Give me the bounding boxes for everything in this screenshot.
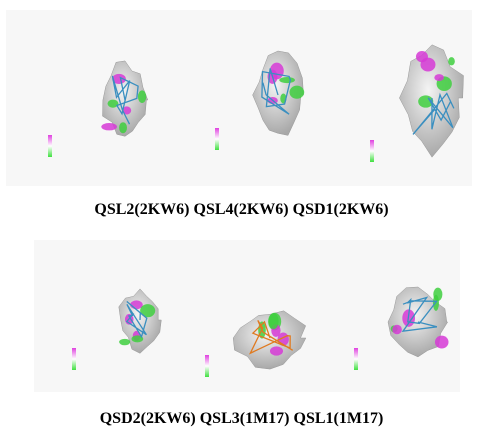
label: QSD1(2KW6) (293, 201, 389, 218)
surface-patch (138, 90, 146, 103)
hbond-legend (205, 355, 209, 377)
surface-patch (269, 313, 279, 329)
surface-patch (270, 346, 283, 355)
surface-patch (448, 57, 455, 65)
surface-patch (289, 86, 304, 99)
surface-patch (119, 122, 127, 133)
hbond-legend (354, 348, 358, 370)
figure: QSL2(2KW6) QSL4(2KW6)QSD1(2KW6) QSD2(2KW6… (0, 0, 483, 433)
surface-patch (279, 77, 295, 83)
hbond-legend (370, 140, 374, 162)
surface-patch (119, 339, 130, 345)
hbond-legend (48, 135, 52, 157)
surface-patch (433, 288, 442, 301)
hbond-legend (72, 348, 76, 370)
surface-patch (435, 336, 449, 349)
caption-top: QSL2(2KW6) QSL4(2KW6)QSD1(2KW6) (0, 201, 483, 219)
label: QSL2(2KW6) (94, 201, 189, 218)
label: QSL3(1M17) (200, 410, 290, 427)
label: QSL4(2KW6) (194, 201, 289, 218)
hbond-legend (215, 128, 219, 150)
surface-patch (420, 58, 435, 72)
label: QSL1(1M17) (294, 410, 384, 427)
surface-patch (101, 123, 117, 130)
surface-patch (392, 325, 402, 335)
surface-patch (270, 63, 284, 80)
label: QSD2(2KW6) (100, 410, 196, 427)
caption-bottom: QSD2(2KW6)QSL3(1M17)QSL1(1M17) (0, 410, 483, 428)
surface-patch (434, 74, 444, 81)
